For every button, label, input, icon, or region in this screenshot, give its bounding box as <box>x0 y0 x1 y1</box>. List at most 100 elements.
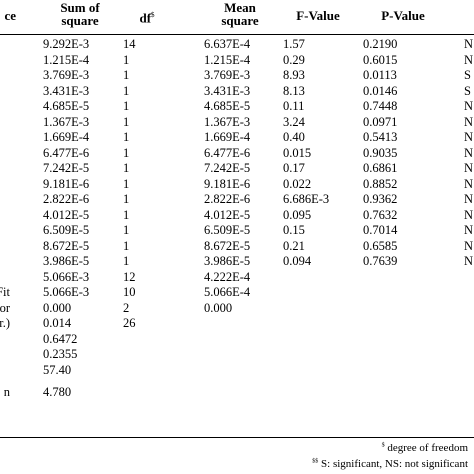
table-row: Fit 5.066E-3 10 5.066E-4 <box>0 285 474 301</box>
p-value-cell: 0.8852 <box>363 176 398 191</box>
f-value-cell: 0.015 <box>283 145 312 160</box>
table-row: 7.242E-5 1 7.242E-5 0.17 0.6861 N <box>0 161 474 177</box>
sum-of-square-cell: 1.367E-3 <box>43 114 90 129</box>
p-value-cell: 0.5413 <box>363 130 398 144</box>
df-cell: 1 <box>123 161 130 175</box>
table-row: 1.669E-4 1 1.669E-4 0.40 0.5413 N <box>0 130 474 146</box>
significance-cell: N <box>464 99 474 113</box>
sum-of-square-cell: 0.2355 <box>43 347 78 361</box>
table-row: 5.066E-3 12 4.222E-4 <box>0 270 474 286</box>
table-row: 1.215E-4 1 1.215E-4 0.29 0.6015 N <box>0 53 474 69</box>
sum-of-square-cell: 4.780 <box>43 385 72 399</box>
df-cell: 1 <box>123 68 130 82</box>
header-p-value: P-Value <box>381 8 425 23</box>
mean-square-cell: 4.685E-5 <box>204 99 251 113</box>
header-mean-square-line1: Mean <box>224 0 256 15</box>
mean-square-cell: 5.066E-4 <box>204 285 251 299</box>
sum-of-square-cell: 1.669E-4 <box>43 130 90 144</box>
footnote-significance-text: S: significant, NS: not significant <box>318 458 468 470</box>
significance-cell: N <box>464 223 474 237</box>
sum-of-square-cell: 7.242E-5 <box>43 161 90 175</box>
significance-cell: N <box>464 254 474 268</box>
mean-square-cell: 6.477E-6 <box>204 145 251 160</box>
table-row: or 0.000 2 0.000 <box>0 301 474 317</box>
anova-table-body: 9.292E-3 14 6.637E-4 1.57 0.2190 N 1.215E-4 1 1.… <box>0 37 474 401</box>
table-row: 6.477E-6 1 6.477E-6 0.015 0.9035 N <box>0 146 474 162</box>
df-cell: 1 <box>123 99 130 113</box>
table-row: 3.986E-5 1 3.986E-5 0.094 0.7639 N <box>0 254 474 270</box>
header-df-sup: $ <box>151 11 155 19</box>
significance-cell: N <box>464 114 474 129</box>
header-mean-square-line2: square <box>221 13 259 28</box>
sum-of-square-cell: 3.769E-3 <box>43 68 90 82</box>
df-cell: 14 <box>123 37 136 51</box>
f-value-cell: 3.24 <box>283 114 305 129</box>
header-mean-square: Mean square <box>202 1 278 27</box>
table-row: 3.431E-3 1 3.431E-3 8.13 0.0146 S <box>0 84 474 100</box>
mean-square-cell: 1.367E-3 <box>204 114 251 129</box>
f-value-cell: 6.686E-3 <box>283 192 330 206</box>
table-row: n 4.780 <box>0 385 474 401</box>
header-rule <box>0 34 474 35</box>
sum-of-square-cell: 9.292E-3 <box>43 37 90 51</box>
table-row: 9.292E-3 14 6.637E-4 1.57 0.2190 N <box>0 37 474 53</box>
significance-cell: N <box>464 130 474 144</box>
significance-cell: N <box>464 52 474 67</box>
table-row: 4.012E-5 1 4.012E-5 0.095 0.7632 N <box>0 208 474 224</box>
sum-of-square-cell: 0.6472 <box>43 331 78 346</box>
significance-cell: S <box>464 83 471 98</box>
significance-cell: N <box>464 145 474 160</box>
f-value-cell: 8.93 <box>283 68 305 82</box>
df-cell: 2 <box>123 300 130 315</box>
footnote-df-mark: $ <box>381 442 385 449</box>
table-row: 4.685E-5 1 4.685E-5 0.11 0.7448 N <box>0 99 474 115</box>
footnote-significance-mark: $$ <box>312 458 319 465</box>
header-sum-of-square-line2: square <box>61 13 99 28</box>
table-row: 0.2355 <box>0 347 474 363</box>
df-cell: 1 <box>123 192 130 206</box>
mean-square-cell: 3.431E-3 <box>204 83 251 98</box>
df-cell: 1 <box>123 145 130 160</box>
sum-of-square-cell: 6.477E-6 <box>43 145 90 160</box>
table-row: 9.181E-6 1 9.181E-6 0.022 0.8852 N <box>0 177 474 193</box>
mean-square-cell: 8.672E-5 <box>204 238 251 253</box>
p-value-cell: 0.9362 <box>363 192 398 206</box>
table-row: 57.40 <box>0 363 474 379</box>
p-value-cell: 0.0146 <box>363 83 398 98</box>
sum-of-square-cell: 5.066E-3 <box>43 269 90 284</box>
header-source: ce <box>4 8 16 23</box>
table-row: 8.672E-5 1 8.672E-5 0.21 0.6585 N <box>0 239 474 255</box>
p-value-cell: 0.6585 <box>363 238 398 253</box>
mean-square-cell: 6.637E-4 <box>204 37 251 51</box>
df-cell: 1 <box>123 238 130 253</box>
mean-square-cell: 6.509E-5 <box>204 223 251 237</box>
significance-cell: N <box>464 161 474 175</box>
p-value-cell: 0.7448 <box>363 99 398 113</box>
sum-of-square-cell: 3.986E-5 <box>43 254 90 268</box>
mean-square-cell: 4.222E-4 <box>204 269 251 284</box>
f-value-cell: 0.17 <box>283 161 305 175</box>
sum-of-square-cell: 0.014 <box>43 316 72 330</box>
df-cell: 1 <box>123 52 130 67</box>
sum-of-square-cell: 0.000 <box>43 300 72 315</box>
f-value-cell: 0.21 <box>283 238 305 253</box>
df-cell: 1 <box>123 223 130 237</box>
sum-of-square-cell: 9.181E-6 <box>43 176 90 191</box>
header-f-value: F-Value <box>296 8 340 23</box>
footnote-df: $ degree of freedom <box>382 442 468 454</box>
table-header: ce Sum of square df$ Mean square F-Value… <box>0 0 474 32</box>
p-value-cell: 0.0113 <box>363 68 397 82</box>
source-cell: orr.) <box>0 316 10 330</box>
source-cell: Fit <box>0 285 10 299</box>
significance-cell: N <box>464 238 474 253</box>
sum-of-square-cell: 1.215E-4 <box>43 52 90 67</box>
sum-of-square-cell: 5.066E-3 <box>43 285 90 299</box>
source-cell: n <box>3 385 10 399</box>
mean-square-cell: 1.215E-4 <box>204 52 251 67</box>
f-value-cell: 0.022 <box>283 176 312 191</box>
sum-of-square-cell: 4.685E-5 <box>43 99 90 113</box>
df-cell: 12 <box>123 269 136 284</box>
sum-of-square-cell: 4.012E-5 <box>43 207 90 222</box>
p-value-cell: 0.2190 <box>363 37 398 51</box>
sum-of-square-cell: 2.822E-6 <box>43 192 90 206</box>
